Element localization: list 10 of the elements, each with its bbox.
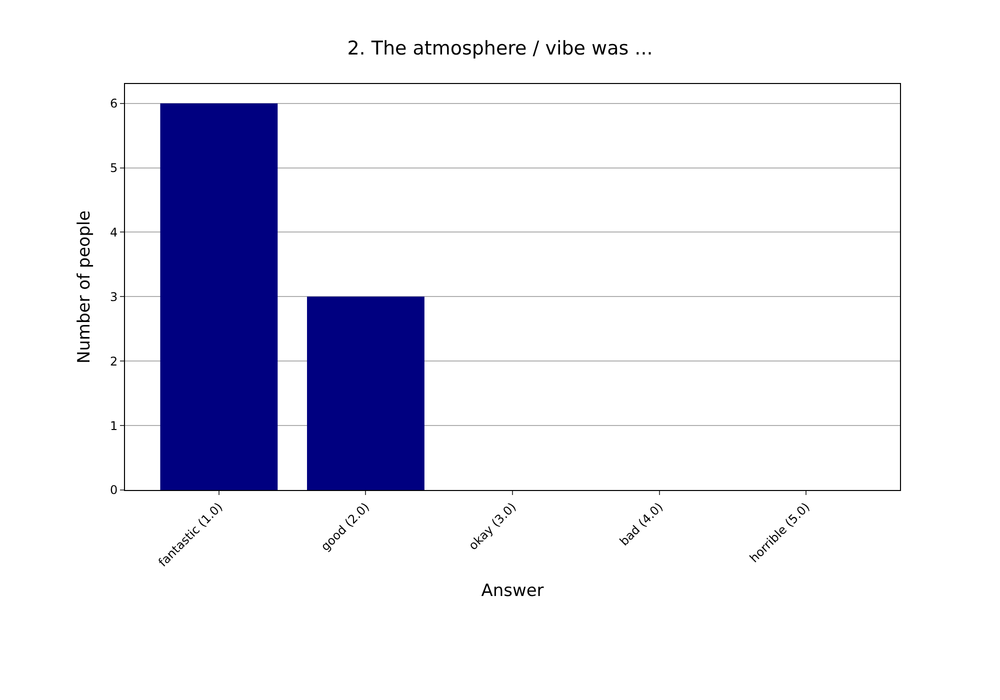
y-tick-label: 0 — [110, 483, 118, 498]
y-axis-title: Number of people — [74, 210, 95, 364]
y-tick-label: 4 — [110, 225, 118, 240]
chart-title: 2. The atmosphere / vibe was ... — [347, 38, 653, 60]
y-tick-label: 1 — [110, 418, 118, 433]
y-tick-label: 2 — [110, 354, 118, 368]
y-tick-label: 3 — [110, 290, 118, 304]
y-tick-label: 6 — [110, 96, 118, 111]
y-tick-label: 5 — [110, 160, 118, 175]
x-axis-title: Answer — [481, 580, 544, 601]
